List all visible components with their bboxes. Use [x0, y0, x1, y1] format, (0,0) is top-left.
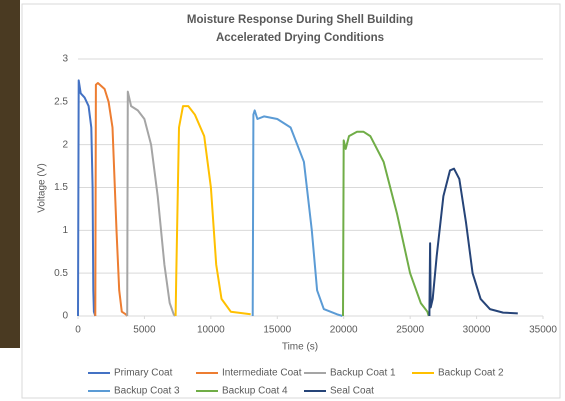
chart-frame — [22, 4, 560, 398]
x-tick-label: 30000 — [463, 325, 491, 336]
x-tick-label: 15000 — [263, 325, 291, 336]
x-tick-label: 20000 — [330, 325, 358, 336]
y-axis-label: Voltage (V) — [37, 163, 48, 212]
y-tick-label: 1 — [62, 225, 68, 236]
chart-title: Moisture Response During Shell Building — [187, 14, 413, 26]
legend-label: Intermediate Coat — [222, 368, 302, 379]
background-photo-edge — [0, 0, 20, 348]
legend-label: Primary Coat — [114, 368, 173, 379]
x-tick-label: 35000 — [529, 325, 557, 336]
y-tick-label: 2 — [62, 139, 68, 150]
y-tick-label: 0.5 — [54, 268, 68, 279]
legend-label: Backup Coat 3 — [114, 386, 180, 397]
legend-label: Seal Coat — [330, 386, 374, 397]
x-axis-label: Time (s) — [282, 342, 318, 353]
legend-label: Backup Coat 2 — [438, 368, 504, 379]
chart: Moisture Response During Shell Building … — [0, 0, 565, 401]
x-tick-label: 10000 — [197, 325, 225, 336]
x-tick-label: 0 — [75, 325, 81, 336]
y-tick-label: 3 — [62, 54, 68, 65]
chart-subtitle: Accelerated Drying Conditions — [216, 32, 384, 44]
y-tick-label: 0 — [62, 311, 68, 322]
legend-label: Backup Coat 4 — [222, 386, 288, 397]
y-tick-label: 1.5 — [54, 182, 68, 193]
x-tick-label: 5000 — [133, 325, 156, 336]
legend-label: Backup Coat 1 — [330, 368, 396, 379]
y-tick-label: 2.5 — [54, 96, 68, 107]
x-tick-label: 25000 — [396, 325, 424, 336]
page: {"chart_data": {"type": "line", "title":… — [0, 0, 565, 401]
